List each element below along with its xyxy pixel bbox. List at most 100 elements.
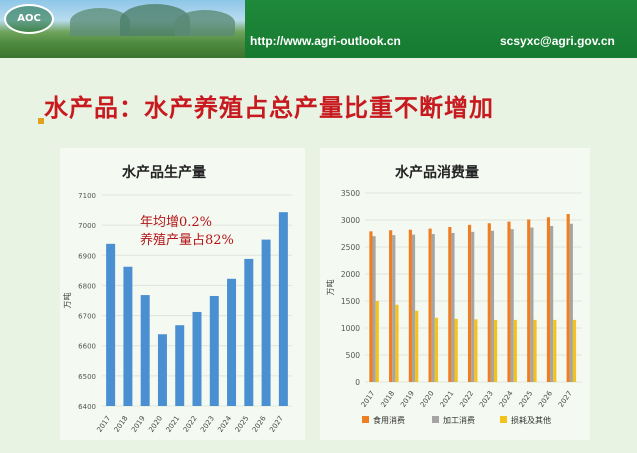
bar (123, 266, 133, 406)
x-tick-label: 2021 (439, 390, 456, 409)
bar (471, 231, 475, 382)
production-annotation: 年均增0.2% 养殖产量占82% (140, 214, 234, 250)
bar (372, 236, 376, 382)
x-tick-label: 2023 (199, 415, 216, 434)
bar (209, 295, 219, 406)
bar (494, 319, 498, 382)
bar (395, 304, 399, 382)
bar (553, 319, 557, 382)
header-banner: AOC http://www.agri-outlook.cn scsyxc@ag… (0, 0, 637, 58)
x-tick-label: 2025 (234, 415, 251, 434)
y-tick-label: 6400 (78, 403, 96, 411)
bar (467, 224, 472, 382)
legend-swatch (362, 416, 369, 423)
x-tick-label: 2025 (518, 390, 535, 409)
bar (510, 229, 514, 382)
production-chart-title: 水产品生产量 (122, 165, 206, 181)
bar (527, 219, 531, 382)
x-tick-label: 2017 (95, 415, 112, 434)
right-chart-panel (320, 148, 590, 440)
bar (487, 223, 491, 382)
legend-label: 加工消费 (443, 415, 475, 425)
x-tick-label: 2018 (379, 390, 396, 409)
x-tick-label: 2019 (130, 415, 147, 434)
bar (530, 227, 534, 382)
legend-label: 损耗及其他 (511, 415, 551, 425)
x-tick-label: 2024 (216, 414, 233, 434)
bar (569, 223, 573, 382)
legend-label: 食用消费 (373, 415, 405, 425)
y-tick-label: 6500 (78, 373, 96, 381)
y-tick-label: 2500 (341, 243, 360, 252)
y-tick-label: 7000 (78, 222, 96, 230)
bar (244, 258, 254, 406)
bar (369, 231, 373, 382)
bar (392, 235, 396, 382)
x-tick-label: 2018 (113, 415, 130, 434)
y-tick-label: 500 (346, 351, 361, 360)
aoc-logo: AOC (4, 4, 54, 34)
bar (572, 319, 577, 382)
legend-swatch (500, 416, 507, 423)
bar (415, 310, 419, 382)
bar (140, 295, 150, 406)
bar (157, 334, 167, 406)
bar (428, 228, 432, 382)
bar (454, 318, 458, 382)
slide-title: 水产品：水产养殖占总产量比重不断增加 (44, 94, 494, 122)
title-bullet (38, 118, 44, 124)
bar (490, 230, 495, 382)
y-tick-label: 7100 (78, 192, 96, 200)
bar (375, 301, 379, 382)
bar (106, 243, 116, 406)
y-tick-label: 1000 (341, 324, 360, 333)
bar (175, 325, 185, 406)
website-url[interactable]: http://www.agri-outlook.cn (250, 34, 401, 48)
bar (408, 229, 412, 382)
bar (278, 212, 288, 406)
x-tick-label: 2026 (537, 389, 554, 409)
bar (507, 221, 511, 382)
annotation-growth: 年均增0.2% (140, 215, 213, 230)
consumption-chart-title: 水产品消费量 (395, 165, 479, 181)
x-tick-label: 2023 (478, 390, 495, 409)
x-tick-label: 2019 (399, 390, 416, 409)
y-axis-label: 万吨 (62, 293, 72, 309)
y-tick-label: 2000 (341, 270, 360, 279)
x-tick-label: 2022 (458, 390, 475, 409)
bar (474, 319, 478, 382)
x-tick-label: 2021 (165, 415, 182, 434)
bar (192, 311, 202, 406)
y-tick-label: 1500 (341, 297, 360, 306)
bar (261, 239, 271, 406)
x-tick-label: 2024 (498, 389, 515, 409)
contact-email[interactable]: scsyxc@agri.gov.cn (500, 34, 615, 48)
annotation-aquaculture-share: 养殖产量占82% (140, 233, 234, 248)
mountain-shape (175, 10, 235, 36)
y-tick-label: 6600 (78, 343, 96, 351)
y-axis-label: 万吨 (325, 280, 335, 296)
bar (227, 278, 237, 406)
y-tick-label: 6700 (78, 313, 96, 321)
x-tick-label: 2026 (251, 414, 268, 434)
x-tick-label: 2022 (182, 415, 199, 434)
bar (513, 319, 517, 382)
y-tick-label: 6900 (78, 252, 96, 260)
bar (411, 234, 416, 382)
bar (566, 214, 570, 382)
y-tick-label: 6800 (78, 282, 96, 290)
bar (550, 225, 554, 382)
x-tick-label: 2020 (147, 415, 164, 434)
bar (546, 217, 551, 382)
x-tick-label: 2027 (268, 415, 285, 434)
bar (448, 227, 452, 382)
bar (451, 232, 455, 382)
bar (389, 230, 393, 382)
x-tick-label: 2027 (557, 390, 574, 409)
bar (533, 319, 537, 382)
bar (431, 234, 435, 382)
x-tick-label: 2017 (360, 390, 377, 409)
y-tick-label: 3500 (341, 189, 360, 198)
